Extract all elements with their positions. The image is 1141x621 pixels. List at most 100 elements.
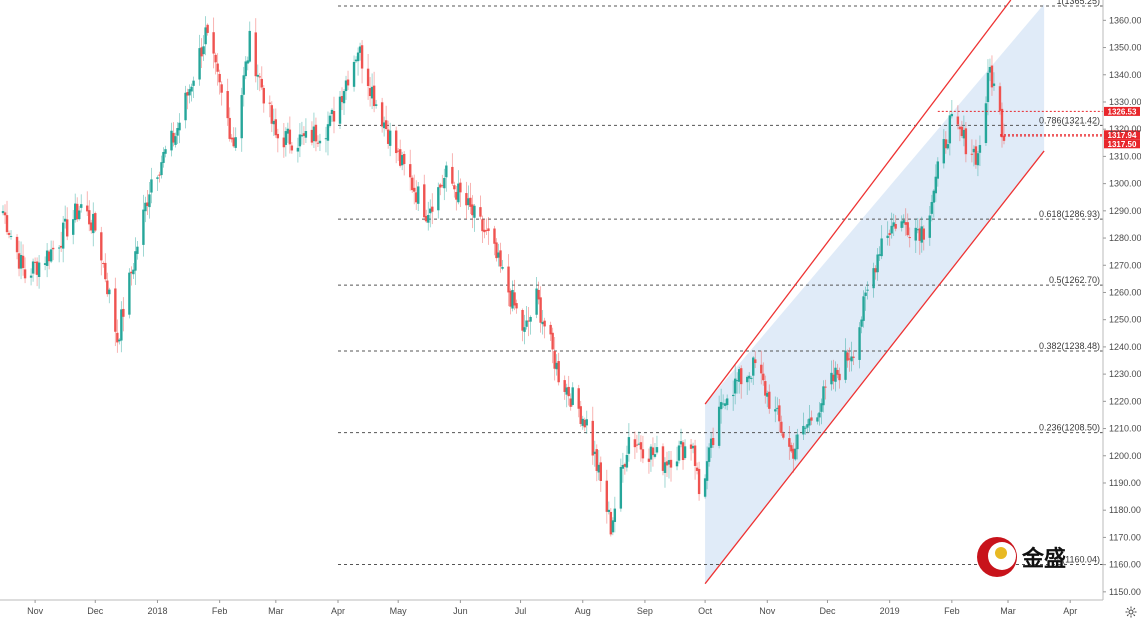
channel-upper-line bbox=[704, 0, 1012, 405]
candle-body bbox=[21, 255, 25, 269]
x-tick-label: Nov bbox=[27, 606, 44, 616]
candle bbox=[613, 496, 617, 533]
candle bbox=[380, 97, 384, 133]
candle-body bbox=[284, 131, 288, 145]
candle bbox=[1002, 123, 1006, 145]
price-badge-label: 1317.94 bbox=[1108, 131, 1137, 140]
candle-body bbox=[653, 454, 657, 457]
candle-body bbox=[190, 86, 193, 92]
candle-body bbox=[326, 124, 330, 141]
candle bbox=[286, 122, 290, 143]
candle bbox=[878, 246, 881, 261]
candle-body bbox=[130, 271, 133, 274]
candle-body bbox=[693, 445, 697, 466]
candle bbox=[356, 47, 360, 76]
candle-body bbox=[286, 128, 290, 134]
candle bbox=[579, 400, 582, 427]
candle bbox=[593, 440, 596, 467]
candle-body bbox=[132, 269, 135, 275]
candle bbox=[312, 112, 316, 148]
candle bbox=[318, 133, 322, 152]
candle-body bbox=[198, 48, 201, 80]
candle-body bbox=[158, 174, 161, 176]
candle-body bbox=[242, 75, 245, 95]
candle-body bbox=[818, 412, 821, 418]
candle-body bbox=[613, 508, 617, 522]
candle bbox=[936, 157, 940, 187]
candle bbox=[679, 428, 683, 448]
y-tick-label: 1230.00 bbox=[1109, 369, 1141, 379]
candle-body bbox=[866, 289, 869, 291]
candle-body bbox=[443, 178, 446, 189]
candle bbox=[326, 111, 330, 156]
candle bbox=[146, 189, 149, 215]
candle-body bbox=[7, 232, 11, 235]
candle-body bbox=[667, 460, 671, 465]
candle-body bbox=[876, 254, 879, 273]
y-tick-label: 1250.00 bbox=[1109, 315, 1141, 325]
candle bbox=[864, 286, 867, 311]
candle-body bbox=[916, 229, 919, 231]
candle bbox=[382, 116, 386, 137]
candle-body bbox=[824, 386, 827, 388]
candle-body bbox=[605, 480, 609, 512]
fib-level-label: 0.5(1262.70) bbox=[1049, 275, 1100, 285]
candle bbox=[423, 174, 426, 221]
candle-body bbox=[457, 183, 460, 203]
candle-body bbox=[437, 187, 440, 211]
candle bbox=[695, 462, 699, 475]
candle-body bbox=[43, 263, 47, 265]
candle bbox=[342, 89, 346, 116]
candle-body bbox=[836, 369, 839, 375]
candle bbox=[788, 425, 791, 460]
candle-body bbox=[848, 358, 851, 360]
gear-icon[interactable] bbox=[1125, 606, 1137, 618]
candle-body bbox=[932, 190, 935, 203]
candle bbox=[493, 225, 496, 256]
candle bbox=[866, 281, 869, 300]
candle bbox=[723, 399, 727, 410]
candle-body bbox=[116, 332, 119, 343]
candle bbox=[619, 458, 623, 512]
candle-body bbox=[711, 437, 715, 446]
candle-body bbox=[549, 324, 552, 335]
candle bbox=[459, 178, 462, 208]
candle-body bbox=[794, 448, 797, 460]
candle-body bbox=[649, 446, 653, 460]
candle bbox=[413, 174, 416, 205]
candle-body bbox=[834, 367, 837, 382]
candle-body bbox=[539, 297, 542, 323]
candle-body bbox=[639, 442, 643, 450]
candle-body bbox=[202, 46, 205, 55]
candle-body bbox=[683, 446, 687, 459]
candle bbox=[539, 286, 542, 333]
candle-body bbox=[904, 222, 907, 225]
candle bbox=[302, 126, 306, 146]
candle-body bbox=[1, 211, 5, 214]
x-tick-label: Mar bbox=[268, 606, 284, 616]
candle-body bbox=[621, 464, 625, 469]
candle-body bbox=[970, 153, 974, 155]
candle-body bbox=[366, 68, 370, 86]
fibonacci-levels: 1(1365.25) 0.786(1321.42) 0.618(1286.93) 0.… bbox=[338, 0, 1103, 566]
candle bbox=[394, 126, 398, 164]
candle bbox=[481, 215, 484, 244]
candle-body bbox=[928, 215, 931, 238]
y-tick-label: 1330.00 bbox=[1109, 97, 1141, 107]
candle-body bbox=[607, 509, 611, 512]
candle-body bbox=[908, 237, 911, 239]
candle bbox=[72, 210, 75, 245]
candle bbox=[330, 108, 334, 122]
candle bbox=[707, 443, 711, 467]
candle bbox=[677, 440, 681, 464]
y-tick-label: 1320.00 bbox=[1109, 124, 1141, 134]
candle-body bbox=[178, 122, 181, 131]
candle-body bbox=[750, 377, 753, 379]
candle bbox=[74, 193, 77, 223]
candle bbox=[29, 268, 33, 286]
candle bbox=[296, 137, 300, 163]
candle bbox=[976, 150, 980, 177]
x-tick-label: Apr bbox=[331, 606, 345, 616]
